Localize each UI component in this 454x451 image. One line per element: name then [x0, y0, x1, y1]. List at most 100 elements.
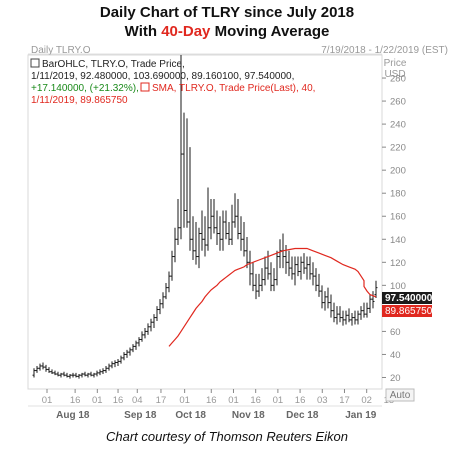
ohlc-bar	[74, 372, 78, 378]
ohlc-bar	[50, 369, 54, 375]
ohlc-bar	[374, 280, 378, 299]
ohlc-bar	[152, 314, 156, 328]
ohlc-bar	[251, 262, 255, 292]
last-price-tag-bg	[382, 292, 432, 304]
legend-ohlc-line1: BarOHLC, TLRY.O, Trade Price,	[42, 59, 185, 70]
last-sma-tag-bg	[382, 305, 432, 317]
chart-caption: Chart courtesy of Thomson Reuters Eikon	[105, 429, 349, 444]
ohlc-bar	[182, 112, 186, 228]
ohlc-bar	[272, 268, 276, 292]
x-month-label: Dec 18	[286, 410, 319, 421]
ohlc-bar	[59, 372, 63, 378]
x-month-label: Nov 18	[232, 410, 265, 421]
ohlc-bar	[134, 340, 138, 350]
x-tick-label: 01	[92, 395, 103, 406]
x-tick-label: 01	[42, 395, 53, 406]
ohlc-bar	[95, 370, 99, 377]
ohlc-bar	[371, 291, 375, 309]
ohlc-bar	[302, 253, 306, 274]
ohlc-bar	[287, 250, 291, 277]
x-tick-label: 04	[132, 395, 143, 406]
auto-button-bg	[385, 388, 415, 402]
ohlc-bar	[320, 285, 324, 309]
ohlc-bar	[113, 360, 117, 368]
ohlc-bar	[77, 374, 81, 379]
ohlc-bar	[119, 355, 123, 364]
ohlc-bar	[68, 374, 72, 379]
ohlc-bar	[146, 323, 150, 335]
ohlc-bar	[56, 371, 60, 377]
ohlc-bar	[347, 308, 351, 323]
x-tick-label: 01	[228, 395, 239, 406]
ohlc-bar	[176, 198, 180, 246]
ohlc-bar	[170, 250, 174, 281]
x-tick-label: 16	[206, 395, 217, 406]
ohlc-bar	[311, 262, 315, 286]
x-tick-label: 17	[339, 395, 350, 406]
ohlc-bar	[38, 363, 42, 371]
ohlc-bar	[290, 256, 294, 280]
ohlc-bar	[161, 292, 165, 309]
ohlc-bar	[353, 310, 357, 325]
ohlc-bar	[158, 299, 162, 315]
legend-sma-swatch	[140, 82, 150, 92]
ohlc-bar	[230, 204, 234, 246]
ohlc-bar	[245, 236, 249, 269]
x-tick-label: 16	[70, 395, 81, 406]
ohlc-bar	[149, 318, 153, 332]
ohlc-bar	[143, 327, 147, 339]
ohlc-bar	[341, 310, 345, 326]
ohlc-bar	[215, 210, 219, 246]
auto-button[interactable]: Auto	[385, 388, 415, 402]
y-tick-label: 200	[390, 166, 406, 177]
ohlc-bar	[53, 370, 57, 376]
ohlc-bar	[200, 210, 204, 251]
ohlc-bar	[140, 331, 144, 342]
ohlc-bar	[71, 372, 75, 378]
y-tick-label: 60	[390, 327, 401, 338]
ohlc-bar	[233, 193, 237, 228]
x-tick-label: 16	[295, 395, 306, 406]
ohlc-bar	[293, 256, 297, 286]
y-tick-label: 120	[390, 258, 406, 269]
ohlc-bar	[218, 216, 222, 251]
ohlc-bar	[92, 372, 96, 378]
ohlc-bar	[44, 364, 48, 372]
ohlc-bar	[98, 369, 102, 376]
y-axis: 20406080100120140160180200220240260280	[382, 74, 406, 384]
ohlc-bar	[362, 302, 366, 318]
ohlc-bar	[254, 273, 258, 300]
legend-sma-line2: 1/11/2019, 89.865750	[31, 95, 128, 106]
ohlc-bar	[344, 310, 348, 325]
title-line2-highlight: 40-Day	[161, 23, 211, 40]
ohlc-bar	[179, 55, 183, 240]
ohlc-bar	[116, 359, 120, 366]
x-month-label: Sep 18	[124, 410, 157, 421]
ohlc-bar	[164, 283, 168, 300]
ohlc-bar	[356, 310, 360, 325]
ohlc-bar	[173, 227, 177, 263]
x-tick-label: 17	[156, 395, 167, 406]
y-tick-label: 220	[390, 143, 406, 154]
ohlc-bar	[299, 256, 303, 280]
ohlc-bar	[155, 306, 159, 322]
ohlc-bar	[359, 306, 363, 320]
ohlc-bar	[317, 273, 321, 297]
x-tick-label: 16	[250, 395, 261, 406]
y-tick-label: 240	[390, 120, 406, 131]
ohlc-bar	[260, 268, 264, 292]
title-line2-prefix: With	[124, 23, 162, 40]
ohlc-bar	[332, 302, 336, 323]
last-sma-tag: 89.865750	[382, 305, 433, 317]
y-tick-label: 160	[390, 212, 406, 223]
ohlc-bar	[83, 371, 87, 377]
ohlc-bar	[104, 365, 108, 373]
ohlc-bar	[125, 349, 129, 358]
x-month-label: Jan 19	[345, 410, 377, 421]
ohlc-bar	[185, 118, 189, 228]
ohlc-bar	[122, 352, 126, 361]
ohlc-bar	[65, 372, 69, 378]
title-line2-suffix: Moving Average	[210, 23, 330, 40]
ohlc-bar	[203, 216, 207, 257]
x-tick-label: 01	[273, 395, 284, 406]
